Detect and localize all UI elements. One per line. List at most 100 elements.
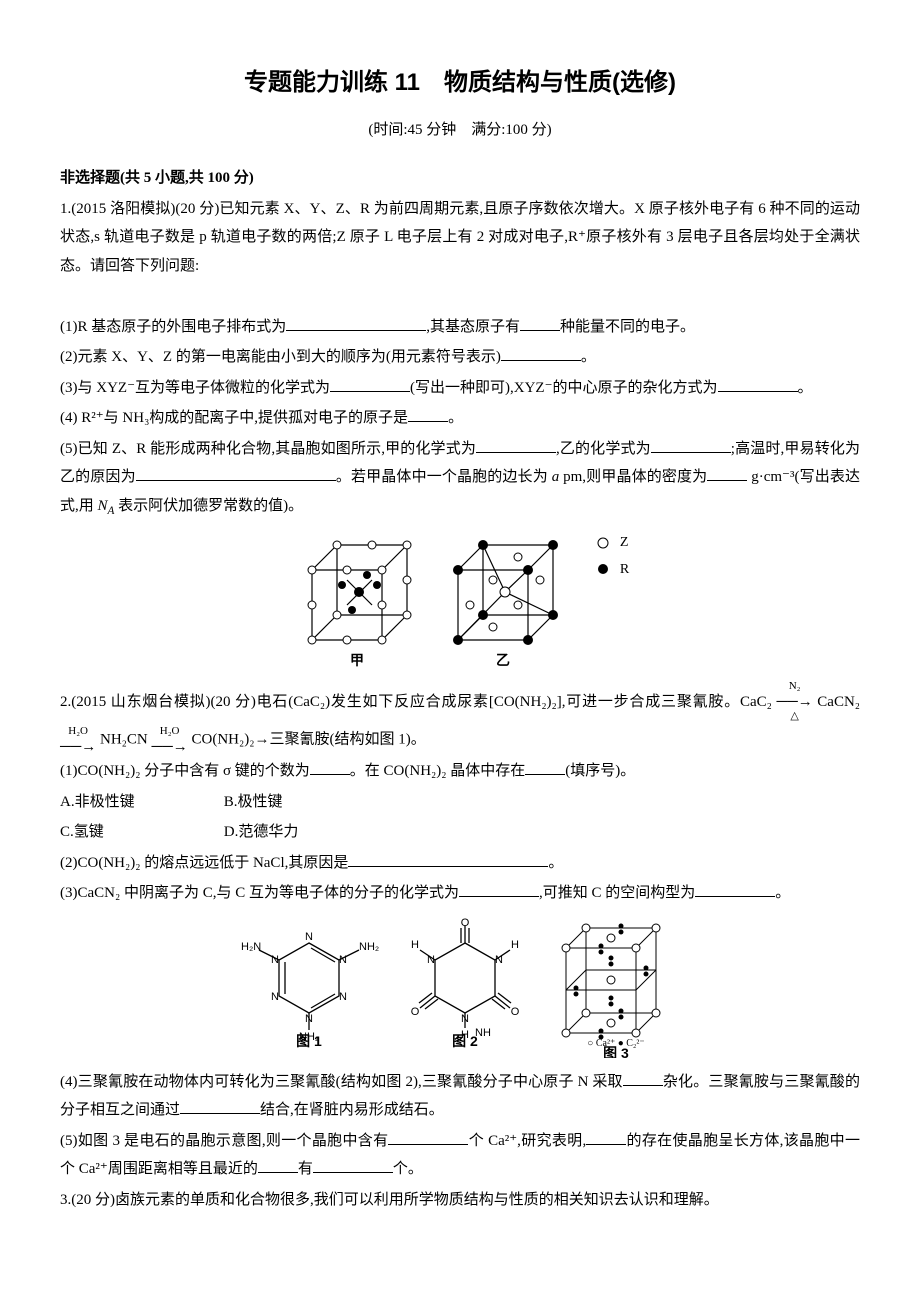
q2-p1a: (1)CO(NH₂)₂ 分子中含有 σ 键的个数为 <box>60 763 310 779</box>
q1-p2b: 。 <box>581 349 596 365</box>
q1-part5: (5)已知 Z、R 能形成两种化合物,其晶胞如图所示,甲的化学式为 ,乙的化学式为… <box>60 435 860 521</box>
blank <box>286 315 426 331</box>
svg-text:H: H <box>511 939 519 951</box>
blank <box>258 1157 298 1173</box>
q2-stem: 2.(2015 山东烟台模拟)(20 分)电石(CaC₂)发生如下反应合成尿素[… <box>60 680 860 755</box>
q3-stem: 3.(20 分)卤族元素的单质和化合物很多,我们可以利用所学物质结构与性质的相关… <box>60 1186 860 1215</box>
blank <box>388 1129 468 1145</box>
q2-p2a: (2)CO(NH₂)₂ 的熔点远远低于 NaCl,其原因是 <box>60 855 348 871</box>
legend-z-label: Z <box>620 535 629 550</box>
q1-legend: Z R <box>590 530 629 583</box>
q2-mid3: CO(NH₂)₂→三聚氰胺(结构如图 1)。 <box>192 732 426 748</box>
q2-p2b: 。 <box>548 855 563 871</box>
blank <box>408 406 448 422</box>
blank <box>707 465 747 481</box>
option-c: C.氢键 <box>60 818 220 847</box>
fig-label-jia: 甲 <box>350 652 364 668</box>
q2-part3: (3)CaCN₂ 中阴离子为 C,与 C 互为等电子体的分子的化学式为 ,可推知 … <box>60 879 860 908</box>
q2-p3a: (3)CaCN₂ 中阴离子为 C,与 C 互为等电子体的分子的化学式为 <box>60 885 459 901</box>
q2-p1b: 。在 CO(NH₂)₂ 晶体中存在 <box>350 763 525 779</box>
blank <box>525 759 565 775</box>
q2-options-row1: A.非极性键 B.极性键 <box>60 788 860 817</box>
q1-p3a: (3)与 XYZ⁻互为等电子体微粒的化学式为 <box>60 380 330 396</box>
svg-text:O: O <box>411 1006 420 1018</box>
blank <box>501 345 581 361</box>
crystal-cell-cac2: ○ Ca²⁺ ● C₂²⁻ 图 3 <box>551 918 681 1058</box>
svg-text:N: N <box>495 954 503 966</box>
q2-p1c: (填序号)。 <box>565 763 635 779</box>
reaction-arrow-2: H₂O──→ <box>60 732 100 748</box>
q1-p5d2: pm,则甲晶体的密度为 <box>559 469 707 485</box>
blank <box>718 376 798 392</box>
q2-p3b: ,可推知 C 的空间构型为 <box>539 885 695 901</box>
structure-cyanuric-acid: OOO NNN HHH NH 图 2 <box>395 918 535 1048</box>
q1-p4a: (4) R²⁺与 NH₃构成的配离子中,提供孤对电子的原子是 <box>60 410 408 426</box>
svg-text:N: N <box>305 931 313 943</box>
q1-p1a: (1)R 基态原子的外围电子排布式为 <box>60 319 286 335</box>
q2-part2: (2)CO(NH₂)₂ 的熔点远远低于 NaCl,其原因是 。 <box>60 849 860 878</box>
svg-text:NH₂: NH₂ <box>359 941 379 953</box>
option-b: B.极性键 <box>224 788 384 817</box>
svg-text:O: O <box>461 918 470 929</box>
svg-text:N: N <box>461 1013 469 1025</box>
q2-mid2: NH₂CN <box>100 732 148 748</box>
q2-options-row2: C.氢键 D.范德华力 <box>60 818 860 847</box>
q2-figure-row: NNN NNN H₂NNH₂ NH₂ 图 1 OOO NNN HHH <box>60 918 860 1058</box>
q1-p1c: 种能量不同的电子。 <box>560 319 695 335</box>
q2-p5a: (5)如图 3 是电石的晶胞示意图,则一个晶胞中含有 <box>60 1133 388 1149</box>
svg-text:H: H <box>411 939 419 951</box>
svg-text:H₂N: H₂N <box>241 941 261 953</box>
blank <box>695 881 775 897</box>
blank <box>651 437 731 453</box>
svg-text:N: N <box>427 954 435 966</box>
q1-p5a: (5)已知 Z、R 能形成两种化合物,其晶胞如图所示,甲的化学式为 <box>60 441 476 457</box>
fig-label-2: 图 2 <box>452 1033 478 1048</box>
blank <box>520 315 560 331</box>
crystal-cell-yi: 乙 <box>443 530 573 670</box>
q1-p4b: 。 <box>448 410 463 426</box>
q1-p3c: 。 <box>798 380 813 396</box>
q1-p5e2: 表示阿伏加德罗常数的值)。 <box>114 498 303 514</box>
option-d: D.范德华力 <box>224 818 384 847</box>
q2-mid1: CaCN₂ <box>817 694 860 710</box>
q2-part4: (4)三聚氰胺在动物体内可转化为三聚氰酸(结构如图 2),三聚氰酸分子中心原子 … <box>60 1068 860 1125</box>
q1-p3b: (写出一种即可),XYZ⁻的中心原子的杂化方式为 <box>410 380 718 396</box>
q2-p5b: 个 Ca²⁺,研究表明, <box>468 1133 586 1149</box>
q1-p5b: ,乙的化学式为 <box>556 441 651 457</box>
q2-p5d: 个。 <box>393 1161 423 1177</box>
blank <box>313 1157 393 1173</box>
q1-part3: (3)与 XYZ⁻互为等电子体微粒的化学式为 (写出一种即可),XYZ⁻的中心原子… <box>60 374 860 403</box>
fig-label-1: 图 1 <box>296 1033 322 1048</box>
structure-melamine: NNN NNN H₂NNH₂ NH₂ 图 1 <box>239 918 379 1048</box>
q1-figure-row: 甲 乙 <box>60 530 860 670</box>
q2-p5c: 有 <box>298 1161 313 1177</box>
blank <box>136 465 336 481</box>
q1-part2: (2)元素 X、Y、Z 的第一电离能由小到大的顺序为(用元素符号表示) 。 <box>60 343 860 372</box>
q2-part1: (1)CO(NH₂)₂ 分子中含有 σ 键的个数为 。在 CO(NH₂)₂ 晶体中… <box>60 757 860 786</box>
q1-p2a: (2)元素 X、Y、Z 的第一电离能由小到大的顺序为(用元素符号表示) <box>60 349 501 365</box>
option-a: A.非极性键 <box>60 788 220 817</box>
q2-p3c: 。 <box>775 885 790 901</box>
blank <box>476 437 556 453</box>
q1-p5d: 。若甲晶体中一个晶胞的边长为 <box>336 469 552 485</box>
blank <box>310 759 350 775</box>
section-heading: 非选择题(共 5 小题,共 100 分) <box>60 164 860 193</box>
crystal-cell-jia: 甲 <box>297 530 427 670</box>
fig-label-3: 图 3 <box>603 1045 629 1058</box>
page-title: 专题能力训练 11 物质结构与性质(选修) <box>60 60 860 106</box>
blank <box>180 1098 260 1114</box>
var-NA: NA <box>98 498 115 514</box>
q2-p4c: 结合,在肾脏内易形成结石。 <box>260 1102 444 1118</box>
svg-text:N: N <box>271 991 279 1003</box>
svg-text:O: O <box>511 1006 520 1018</box>
blank <box>330 376 410 392</box>
q1-p1b: ,其基态原子有 <box>426 319 520 335</box>
blank <box>586 1129 626 1145</box>
q1-stem: 1.(2015 洛阳模拟)(20 分)已知元素 X、Y、Z、R 为前四周期元素,… <box>60 195 860 281</box>
q1-part4: (4) R²⁺与 NH₃构成的配离子中,提供孤对电子的原子是 。 <box>60 404 860 433</box>
reaction-arrow-1: N₂──→△ <box>776 694 817 710</box>
page-subtitle: (时间:45 分钟 满分:100 分) <box>60 116 860 145</box>
reaction-arrow-3: H₂O──→ <box>152 732 192 748</box>
q2-p4a: (4)三聚氰胺在动物体内可转化为三聚氰酸(结构如图 2),三聚氰酸分子中心原子 … <box>60 1074 623 1090</box>
q1-part1: (1)R 基态原子的外围电子排布式为 ,其基态原子有 种能量不同的电子。 <box>60 313 860 342</box>
